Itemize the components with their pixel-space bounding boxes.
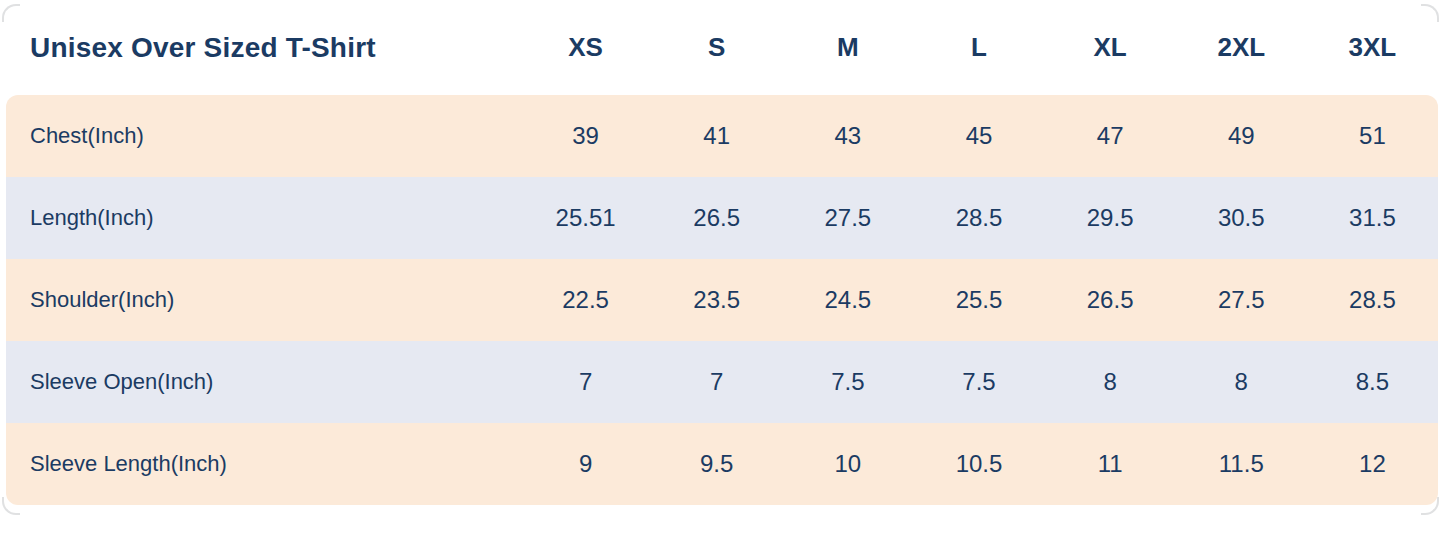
cell-value: 7.5	[782, 368, 913, 396]
row-label: Sleeve Open(Inch)	[6, 369, 520, 395]
row-label: Chest(Inch)	[6, 123, 520, 149]
cell-value: 51	[1307, 122, 1438, 150]
cell-value: 10.5	[913, 450, 1044, 478]
table-row: Sleeve Open(Inch)777.57.5888.5	[6, 341, 1438, 423]
table-row: Chest(Inch)39414345474951	[6, 95, 1438, 177]
cell-value: 27.5	[782, 204, 913, 232]
column-header-m: M	[782, 32, 913, 63]
cell-value: 26.5	[1045, 286, 1176, 314]
table-header-row: Unisex Over Sized T-Shirt XSSMLXL2XL3XL	[6, 0, 1438, 95]
table-row: Shoulder(Inch)22.523.524.525.526.527.528…	[6, 259, 1438, 341]
cell-value: 7	[520, 368, 651, 396]
column-header-l: L	[913, 32, 1044, 63]
cell-value: 25.51	[520, 204, 651, 232]
cell-value: 9.5	[651, 450, 782, 478]
cell-value: 39	[520, 122, 651, 150]
cell-value: 41	[651, 122, 782, 150]
cell-value: 24.5	[782, 286, 913, 314]
row-label: Shoulder(Inch)	[6, 287, 520, 313]
cell-value: 9	[520, 450, 651, 478]
cell-value: 23.5	[651, 286, 782, 314]
table-title: Unisex Over Sized T-Shirt	[6, 32, 520, 64]
column-header-s: S	[651, 32, 782, 63]
table-row: Length(Inch)25.5126.527.528.529.530.531.…	[6, 177, 1438, 259]
cell-value: 28.5	[1307, 286, 1438, 314]
cell-value: 10	[782, 450, 913, 478]
cell-value: 27.5	[1176, 286, 1307, 314]
row-label: Length(Inch)	[6, 205, 520, 231]
cell-value: 47	[1045, 122, 1176, 150]
cell-value: 8	[1045, 368, 1176, 396]
size-chart-table: Unisex Over Sized T-Shirt XSSMLXL2XL3XL …	[6, 0, 1438, 505]
cell-value: 11	[1045, 450, 1176, 478]
cell-value: 26.5	[651, 204, 782, 232]
column-header-2xl: 2XL	[1176, 32, 1307, 63]
cell-value: 7.5	[913, 368, 1044, 396]
cell-value: 8.5	[1307, 368, 1438, 396]
cell-value: 7	[651, 368, 782, 396]
row-label: Sleeve Length(Inch)	[6, 451, 520, 477]
cell-value: 11.5	[1176, 450, 1307, 478]
cell-value: 22.5	[520, 286, 651, 314]
cell-value: 45	[913, 122, 1044, 150]
cell-value: 12	[1307, 450, 1438, 478]
column-header-xl: XL	[1045, 32, 1176, 63]
table-body: Chest(Inch)39414345474951Length(Inch)25.…	[6, 95, 1438, 505]
cell-value: 28.5	[913, 204, 1044, 232]
cell-value: 25.5	[913, 286, 1044, 314]
cell-value: 49	[1176, 122, 1307, 150]
column-header-3xl: 3XL	[1307, 32, 1438, 63]
column-header-xs: XS	[520, 32, 651, 63]
cell-value: 31.5	[1307, 204, 1438, 232]
cell-value: 43	[782, 122, 913, 150]
table-row: Sleeve Length(Inch)99.51010.51111.512	[6, 423, 1438, 505]
cell-value: 8	[1176, 368, 1307, 396]
cell-value: 29.5	[1045, 204, 1176, 232]
cell-value: 30.5	[1176, 204, 1307, 232]
